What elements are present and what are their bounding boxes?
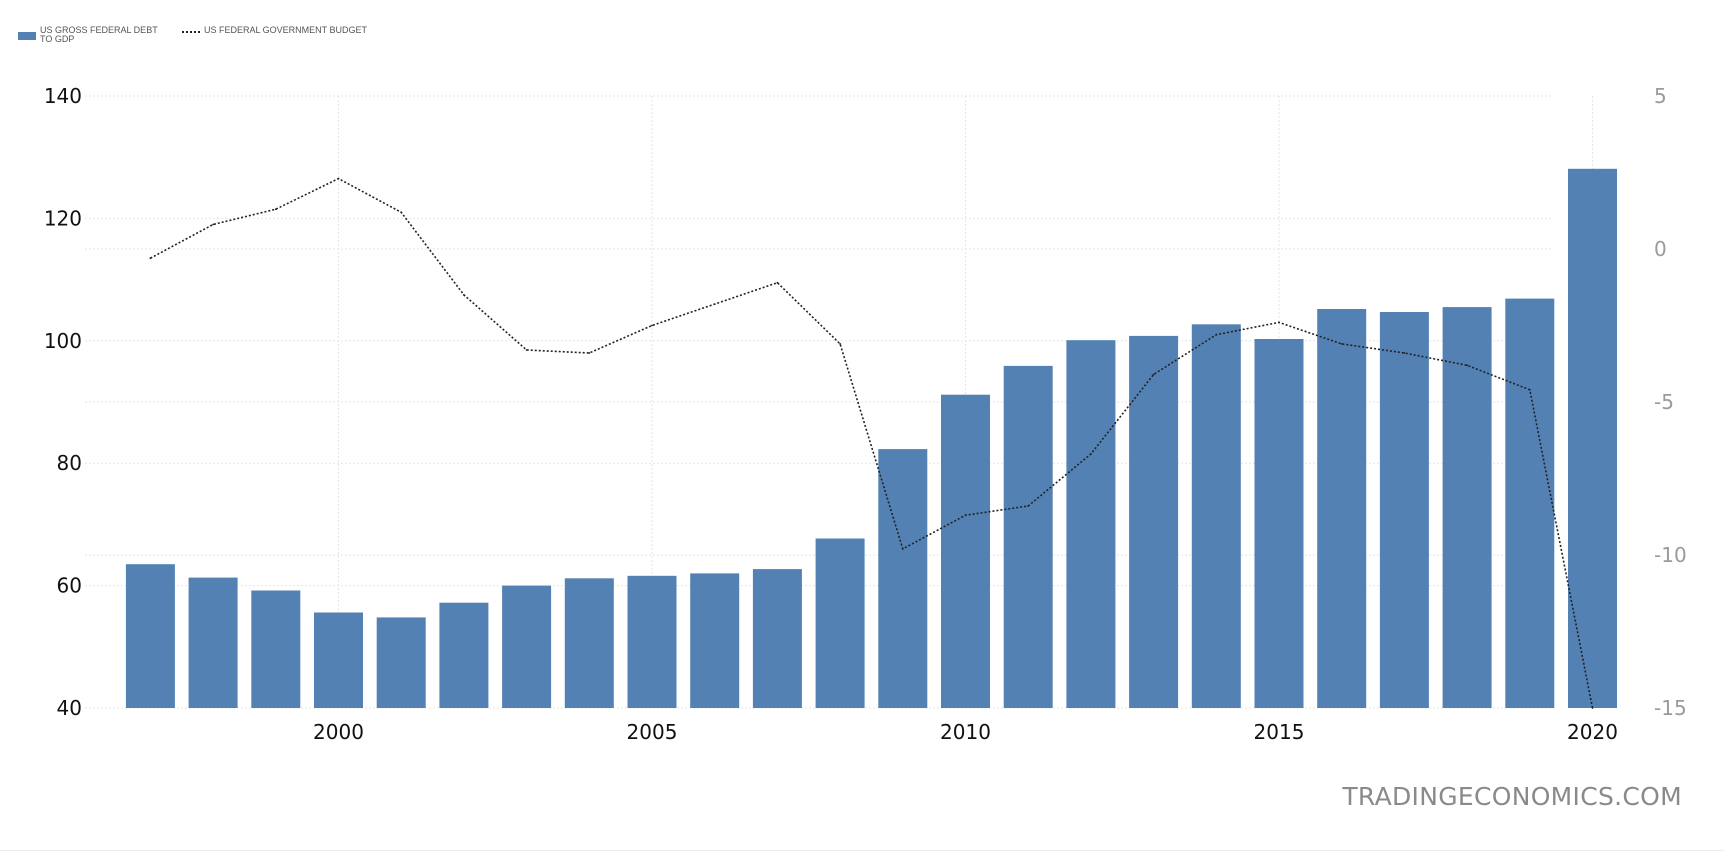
debt-bar-2008 [815,538,865,708]
x-tick-label-2010: 2010 [940,720,991,744]
right-tick-label-5: 5 [1654,84,1667,108]
budget-point-1998 [212,223,215,226]
budget-point-1999 [274,208,277,211]
debt-bar-1999 [251,590,301,708]
budget-point-2005 [651,324,653,327]
left-tick-label-140: 140 [44,84,82,108]
budget-point-2012 [1090,453,1092,455]
right-tick-label--5: -5 [1654,390,1674,414]
debt-bar-2013 [1129,335,1179,708]
debt-bar-2015 [1254,339,1304,708]
right-tick-label--10: -10 [1654,543,1687,567]
debt-bar-1998 [188,577,238,708]
debt-bar-2006 [690,573,740,708]
budget-point-2009 [901,548,904,550]
x-tick-label-2020: 2020 [1567,720,1618,744]
budget-point-2017 [1403,352,1406,354]
left-y-axis: 40 60 80 100 120 140 [44,84,82,720]
legend-label-budget: US FEDERAL GOVERNMENT BUDGET [204,25,368,35]
debt-bar-2016 [1317,309,1367,708]
budget-point-2013 [1152,373,1155,376]
legend-swatch-debt [18,32,36,40]
budget-point-2004 [588,352,591,354]
budget-point-2001 [400,211,403,214]
x-tick-label-2005: 2005 [627,720,678,744]
x-axis: 2000 2005 2010 2015 2020 [313,720,1618,744]
left-tick-label-60: 60 [57,574,82,598]
debt-bar-2000 [314,612,363,708]
budget-point-2019 [1528,388,1531,391]
x-tick-label-2000: 2000 [313,720,364,744]
budget-point-2016 [1340,343,1343,345]
budget-point-2002 [463,294,465,296]
budget-point-1997 [149,257,152,260]
debt-bar-2018 [1442,307,1492,708]
budget-point-2011 [1027,505,1030,507]
budget-point-2000 [337,177,340,180]
debt-bar-2004 [564,578,614,708]
bottom-divider [0,850,1724,851]
debt-bar-2017 [1379,312,1429,708]
x-tick-label-2015: 2015 [1254,720,1305,744]
debt-bar-1997 [125,564,175,708]
legend-swatch-budget [182,31,200,33]
watermark-logo: TRADINGECONOMICS.COM [1342,782,1682,811]
debt-bar-2005 [627,575,677,708]
budget-point-2020 [1591,707,1594,709]
right-tick-label-0: 0 [1654,237,1667,261]
budget-point-2010 [964,514,967,517]
debt-bar-2010 [941,394,990,708]
budget-point-2007 [776,281,779,284]
debt-bar-2019 [1505,298,1555,708]
legend-label-debt: US GROSS FEDERAL DEBT TO GDP [40,25,158,44]
right-y-axis: -15 -10 -5 0 5 [1654,84,1687,720]
debt-bar-2003 [502,585,552,708]
debt-bar-2001 [376,617,426,708]
budget-point-2018 [1466,364,1468,367]
debt-bar-2007 [752,569,802,708]
budget-line-series [149,177,1594,709]
left-tick-label-40: 40 [57,696,82,720]
chart-legend: US GROSS FEDERAL DEBT TO GDP US FEDERAL … [18,26,379,44]
debt-bar-2014 [1191,324,1241,708]
legend-item-budget[interactable]: US FEDERAL GOVERNMENT BUDGET [182,26,367,35]
legend-item-debt[interactable]: US GROSS FEDERAL DEBT TO GDP [18,26,170,44]
left-tick-label-120: 120 [44,206,82,230]
debt-bar-2002 [439,602,489,708]
debt-bar-2011 [1003,365,1053,708]
right-tick-label--15: -15 [1654,696,1687,720]
budget-point-2003 [525,349,528,351]
debt-bar-2009 [878,449,928,708]
left-tick-label-80: 80 [57,451,82,475]
budget-point-2015 [1278,321,1280,324]
budget-point-2006 [713,303,716,305]
budget-point-2008 [839,343,841,345]
bar-series [125,168,1617,709]
budget-line [150,177,1594,709]
budget-point-2014 [1215,333,1218,336]
left-tick-label-100: 100 [44,329,82,353]
debt-bar-2012 [1066,340,1116,708]
debt-bar-2020 [1568,168,1617,709]
